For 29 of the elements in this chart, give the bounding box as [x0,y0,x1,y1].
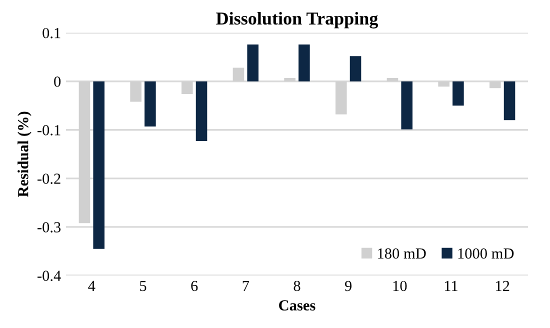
x-tick-label: 9 [345,280,352,292]
y-tick-label: -0.2 [38,174,60,184]
bar [196,81,208,142]
y-tick-label: -0.4 [38,270,61,282]
y-tick-label: -0.1 [38,125,60,136]
x-tick-label: 12 [496,280,510,291]
x-tick-label: 4 [88,280,96,291]
x-tick-label: 11 [444,280,458,291]
y-tick-label: -0.3 [38,222,61,232]
x-tick-label: 8 [294,280,300,292]
bar [144,81,156,126]
y-tick-label: 0.1 [42,28,60,38]
bar [93,81,104,249]
bar [452,81,464,106]
x-tick-label: 5 [140,280,146,292]
x-tick-label: 10 [393,280,407,292]
x-tick-label: 7 [242,280,250,291]
bar [298,44,310,82]
legend-label: 180 mD [378,248,426,259]
y-axis-title: Residual (%) [18,112,32,197]
x-axis-title: Cases [279,300,316,311]
bar [401,81,412,130]
chart-title: Dissolution Trapping [216,12,378,28]
x-tick-label: 6 [191,280,198,292]
bar [504,81,516,120]
legend-label: 1000 mD [458,248,514,259]
bar [247,44,258,82]
y-tick-label: 0 [54,76,61,87]
bar [350,56,362,82]
